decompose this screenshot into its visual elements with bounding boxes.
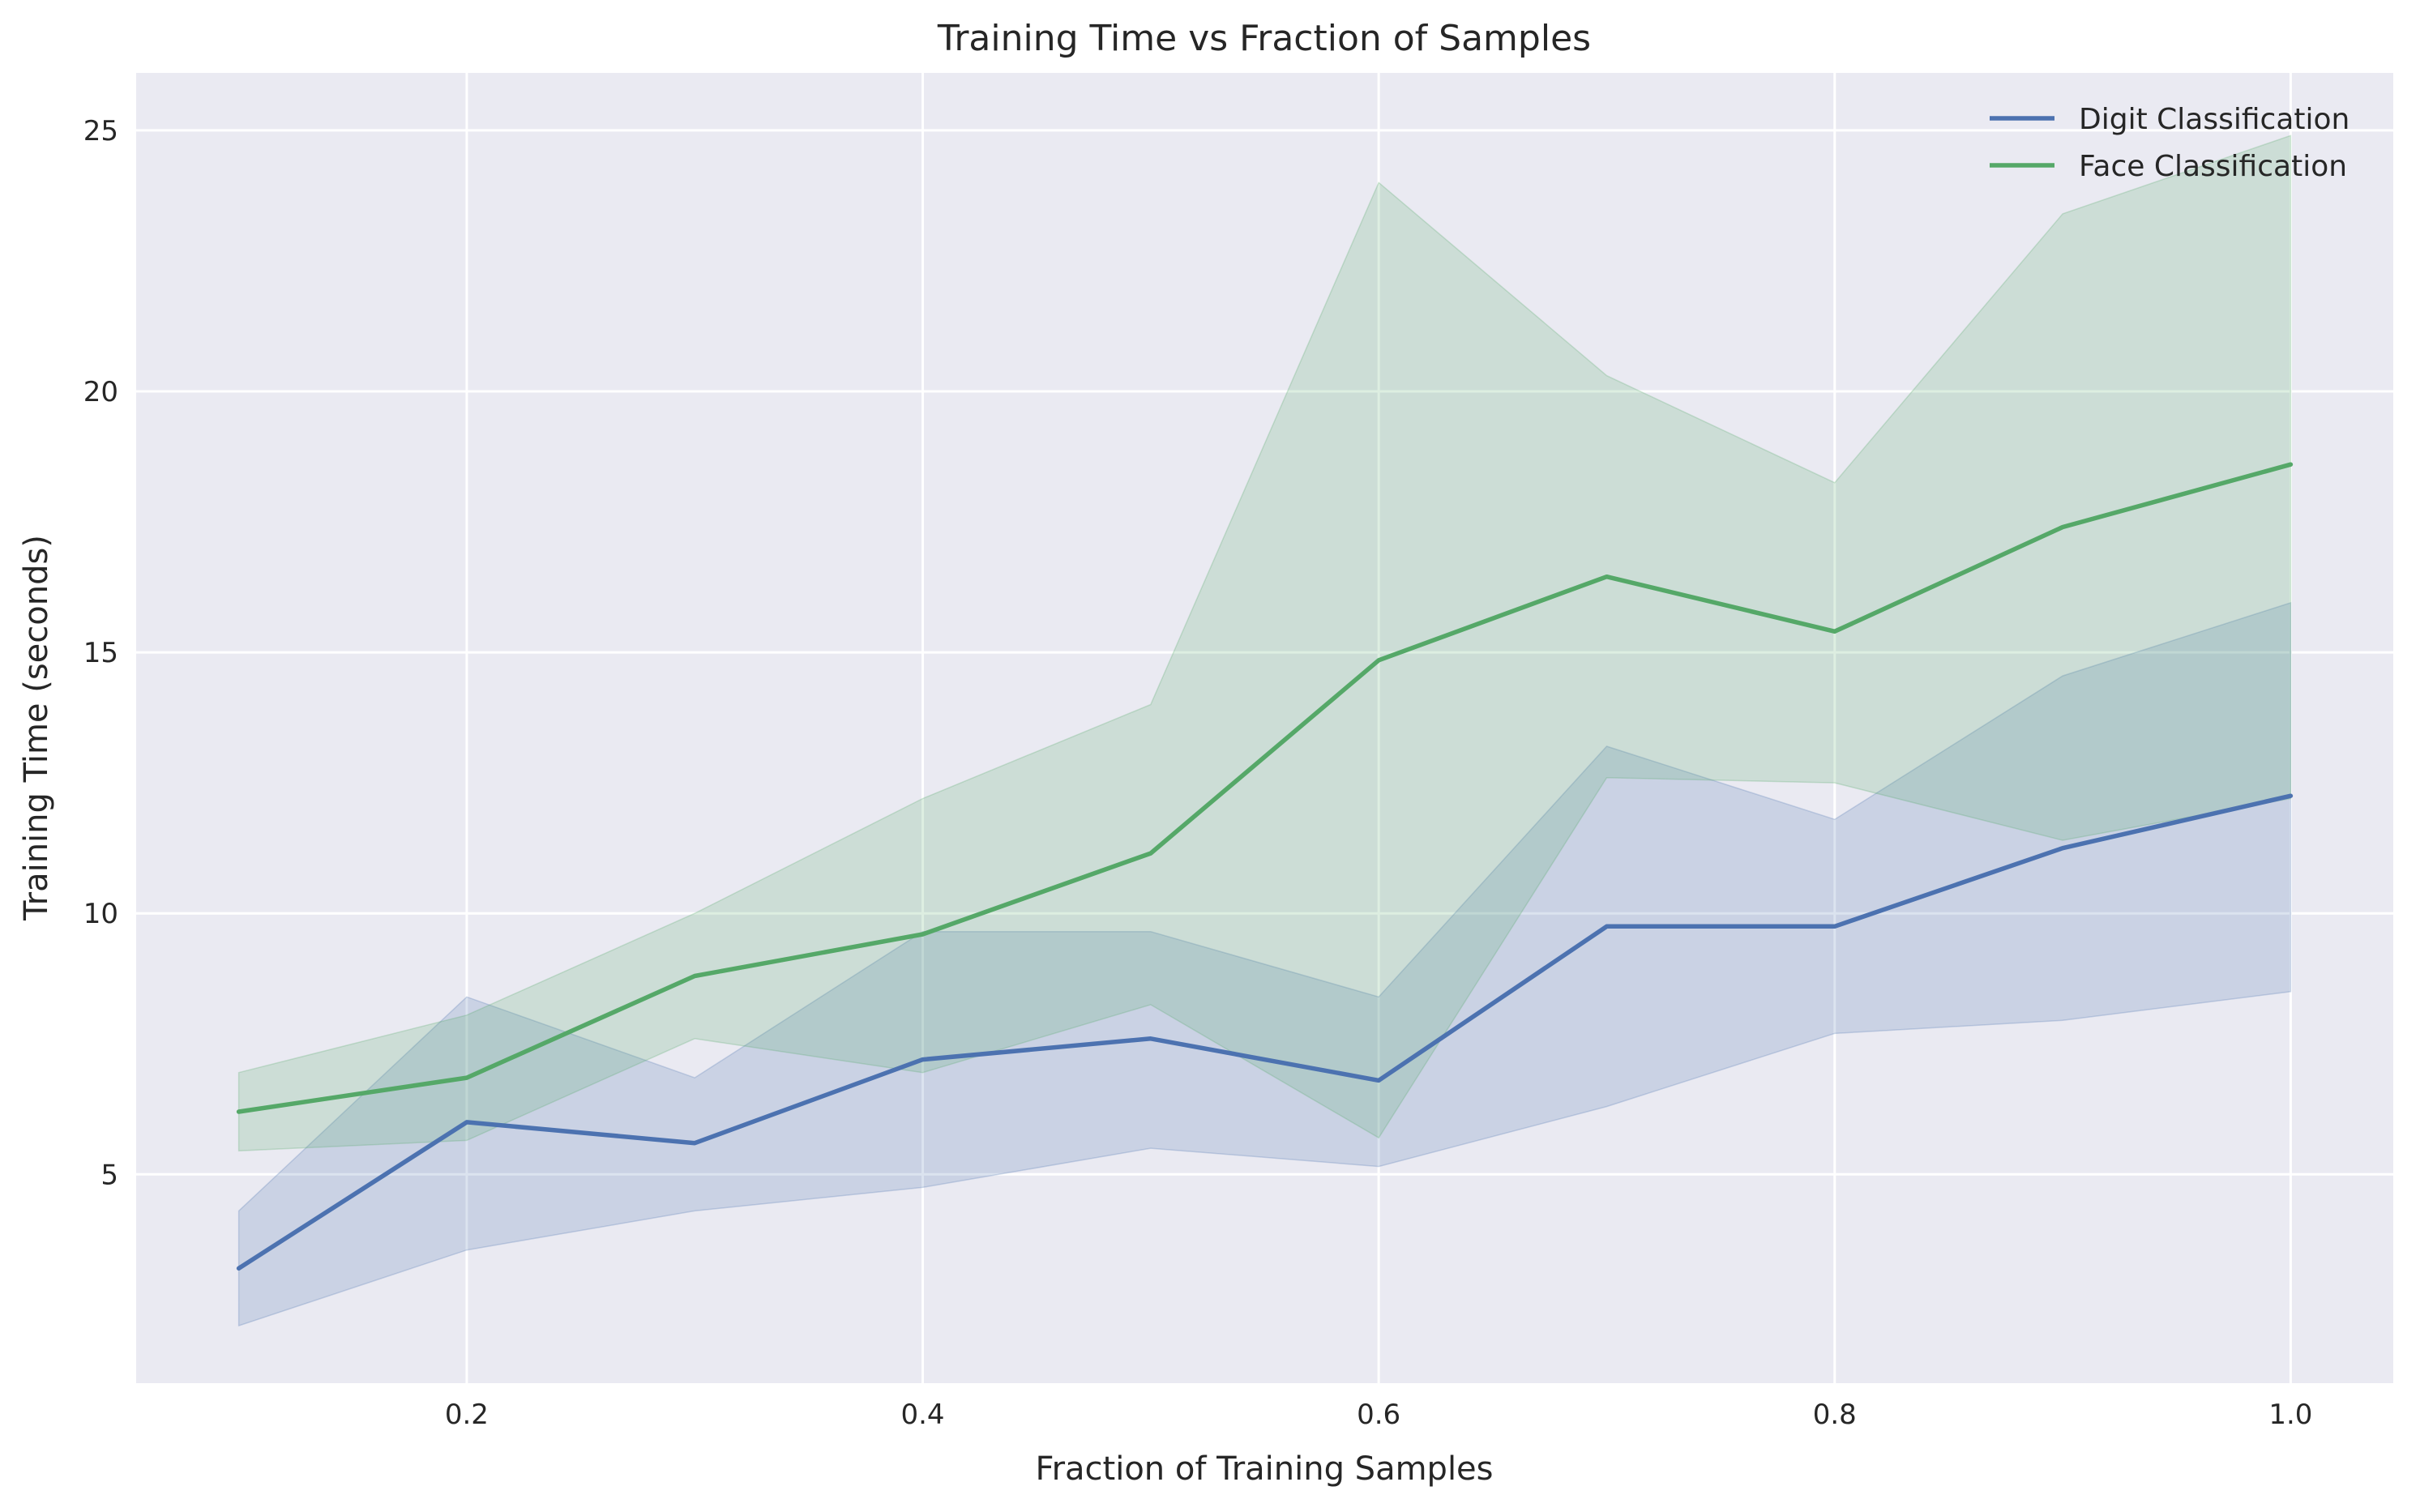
series-lines [236, 462, 2294, 1271]
y-tick-label: 5 [100, 1159, 118, 1191]
x-tick-label: 0.2 [445, 1399, 489, 1431]
face-classification-legend-label: Face Classification [2079, 150, 2347, 183]
x-tick-label: 0.4 [900, 1399, 944, 1431]
plot-background [136, 73, 2393, 1383]
x-tick-label: 0.6 [1357, 1399, 1400, 1431]
digit-classification-legend-label: Digit Classification [2079, 103, 2349, 136]
y-axis-label: Training Time (seconds) [18, 535, 55, 921]
digit-classification-band [237, 601, 2292, 1327]
digit-classification-line [236, 793, 2294, 1271]
x-tick-label: 1.0 [2268, 1399, 2312, 1431]
y-tick-label: 10 [83, 898, 118, 930]
chart-title: Training Time vs Fraction of Samples [937, 18, 1591, 59]
face-classification-band [237, 135, 2292, 1152]
y-tick-labels: 5 10 15 20 25 [83, 115, 118, 1191]
y-tick-label: 15 [83, 637, 118, 669]
x-tick-label: 0.8 [1813, 1399, 1857, 1431]
y-tick-label: 25 [83, 115, 118, 147]
legend: Digit Classification Face Classification [1990, 103, 2349, 183]
y-tick-label: 20 [83, 376, 118, 408]
face-classification-line [236, 462, 2294, 1114]
confidence-bands [237, 135, 2292, 1327]
x-axis-label: Fraction of Training Samples [1035, 1450, 1493, 1488]
grid-lines [136, 73, 2393, 1383]
x-tick-labels: 0.2 0.4 0.6 0.8 1.0 [445, 1399, 2313, 1431]
